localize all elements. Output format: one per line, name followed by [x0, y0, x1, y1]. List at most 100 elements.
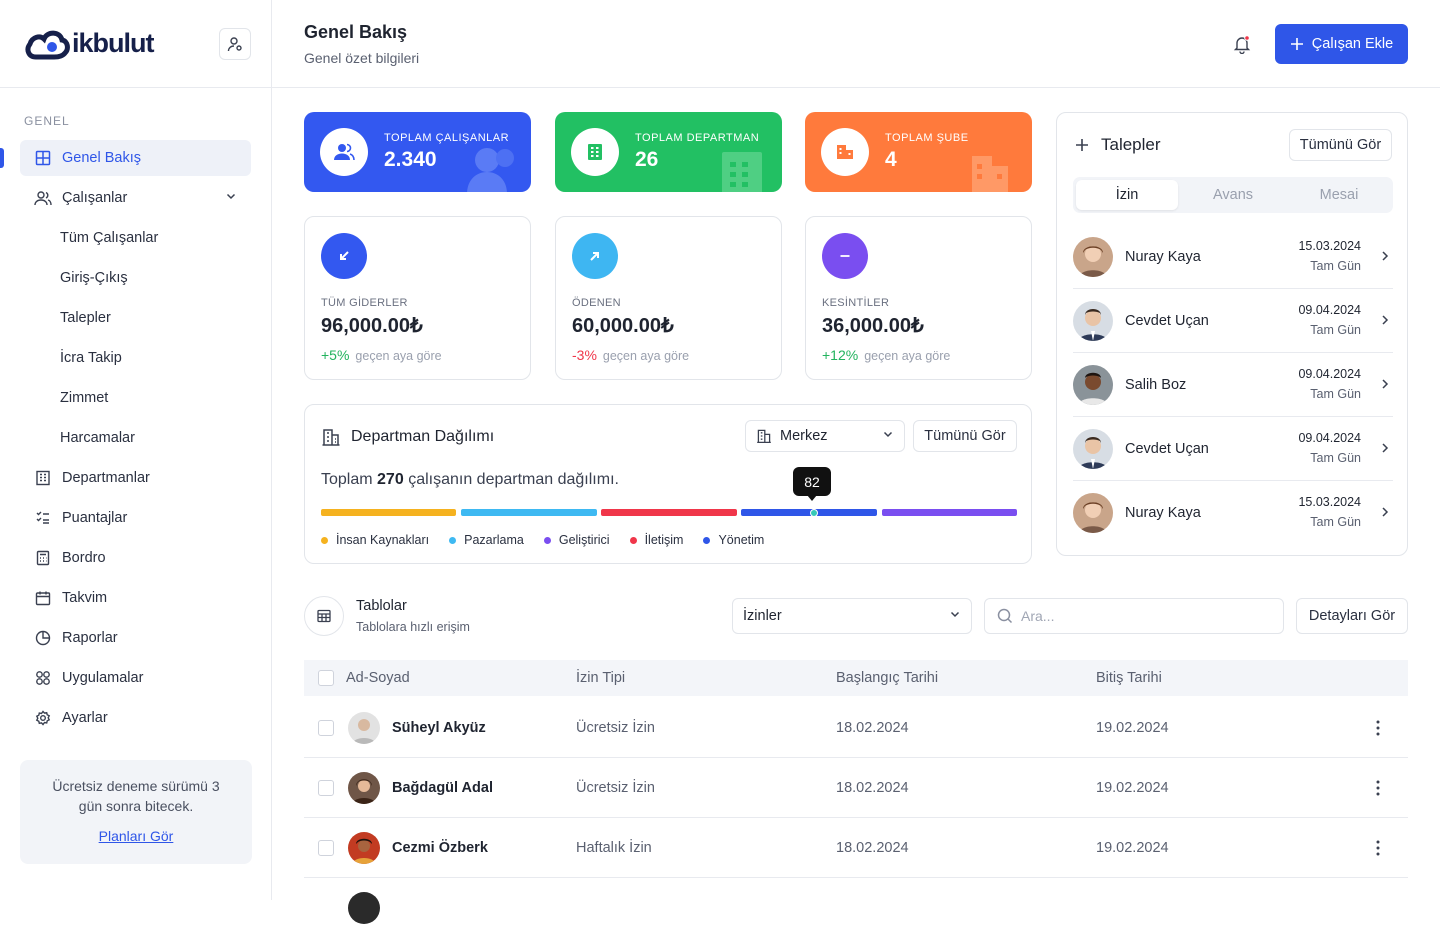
brand-logo[interactable]: ikbulut [24, 27, 154, 61]
row-checkbox[interactable] [318, 758, 334, 817]
chevron-down-icon [882, 428, 894, 444]
table-row[interactable] [304, 878, 1408, 938]
bar-hover-point [810, 509, 818, 517]
bar-segment[interactable] [882, 509, 1017, 516]
finance-note: geçen aya göre [355, 349, 442, 363]
request-item[interactable]: Cevdet Uçan 09.04.2024 Tam Gün [1073, 417, 1393, 481]
request-item[interactable]: Nuray Kaya 15.03.2024 Tam Gün [1073, 481, 1393, 545]
legend-dot [703, 536, 711, 544]
requests-view-all-button[interactable]: Tümünü Gör [1289, 129, 1392, 161]
sidebar-item-overview[interactable]: Genel Bakış [0, 140, 251, 176]
branch-select[interactable]: Merkez [745, 420, 905, 452]
row-menu-icon[interactable] [1376, 758, 1380, 817]
add-employee-button[interactable]: Çalışan Ekle [1275, 24, 1408, 64]
tab-advance[interactable]: Avans [1212, 187, 1254, 203]
column-header-leave-type[interactable]: İzin Tipi [576, 670, 626, 686]
chevron-right-icon [1379, 505, 1391, 524]
column-header-name[interactable]: Ad-Soyad [346, 670, 410, 686]
plus-icon[interactable] [1075, 138, 1089, 152]
row-menu-icon[interactable] [1376, 698, 1380, 757]
requests-panel: Talepler Tümünü Gör İzin Avans Mesai Nur… [1056, 112, 1408, 556]
legend-label: İnsan Kaynakları [336, 533, 430, 547]
department-view-all-button[interactable]: Tümünü Gör [913, 420, 1017, 452]
stat-label: TOPLAM DEPARTMAN [635, 132, 760, 144]
grid-icon [34, 149, 52, 167]
department-title-text: Departman Dağılımı [351, 428, 495, 445]
sidebar-item-apps[interactable]: Uygulamalar [20, 660, 251, 696]
sidebar-subitem-all-employees[interactable]: Tüm Çalışanlar [60, 230, 159, 246]
sidebar-item-reports[interactable]: Raporlar [20, 620, 251, 656]
branch-background-icon [972, 156, 1008, 192]
tab-leave[interactable]: İzin [1076, 180, 1178, 210]
distribution-bar [321, 509, 1017, 517]
bar-segment[interactable] [741, 509, 877, 516]
row-checkbox[interactable] [318, 698, 334, 757]
table-row[interactable]: Cezmi Özberk Haftalık İzin 18.02.2024 19… [304, 818, 1408, 878]
table-row[interactable]: Bağdagül Adal Ücretsiz İzin 18.02.2024 1… [304, 758, 1408, 818]
finance-card-paid[interactable]: ÖDENEN 60,000.00₺ -3% geçen aya göre [555, 216, 782, 380]
sidebar-subitem-requests[interactable]: Talepler [60, 310, 111, 326]
request-item[interactable]: Salih Boz 09.04.2024 Tam Gün [1073, 353, 1393, 417]
page-subtitle: Genel özet bilgileri [304, 50, 420, 66]
user-settings-icon [227, 36, 242, 51]
search-input[interactable] [1021, 608, 1261, 624]
request-date: 09.04.2024 [1298, 431, 1361, 445]
stat-card-branches[interactable]: TOPLAM ŞUBE 4 [805, 112, 1032, 192]
search-box [984, 598, 1284, 634]
sidebar-item-settings[interactable]: Ayarlar [20, 700, 251, 736]
table-row[interactable]: Süheyl Akyüz Ücretsiz İzin 18.02.2024 19… [304, 698, 1408, 758]
requests-title: Talepler [1075, 135, 1161, 155]
bar-segment[interactable] [461, 509, 597, 516]
sidebar-item-departments[interactable]: Departmanlar [20, 460, 251, 496]
stat-value: 26 [635, 148, 659, 171]
finance-change: +12% [822, 347, 859, 363]
bar-segment[interactable] [321, 509, 456, 516]
notification-button[interactable] [1232, 34, 1252, 59]
request-date: 15.03.2024 [1298, 239, 1361, 253]
legend-item: Pazarlama [449, 533, 524, 547]
table-type-select[interactable]: İzinler [732, 598, 972, 634]
plans-link[interactable]: Planları Gör [98, 828, 174, 844]
details-button[interactable]: Detayları Gör [1296, 598, 1408, 634]
plus-icon [1290, 38, 1303, 50]
row-checkbox[interactable] [318, 818, 334, 877]
sidebar-item-label: Çalışanlar [62, 190, 128, 206]
column-header-start-date[interactable]: Başlangıç Tarihi [836, 670, 939, 686]
sidebar-item-timesheets[interactable]: Puantajlar [20, 500, 251, 536]
apps-icon [34, 669, 52, 687]
stat-card-employees[interactable]: TOPLAM ÇALIŞANLAR 2.340 [304, 112, 531, 192]
finance-card-total-expenses[interactable]: TÜM GİDERLER 96,000.00₺ +5% geçen aya gör… [304, 216, 531, 380]
row-name-cell: Süheyl Akyüz [348, 698, 486, 757]
building-icon [757, 429, 771, 444]
sidebar-item-payroll[interactable]: Bordro [20, 540, 251, 576]
chevron-down-icon[interactable] [225, 190, 237, 206]
select-all-checkbox[interactable] [318, 660, 334, 696]
sidebar-item-calendar[interactable]: Takvim [20, 580, 251, 616]
stat-card-departments[interactable]: TOPLAM DEPARTMAN 26 [555, 112, 782, 192]
table-icon [317, 609, 331, 623]
row-menu-icon[interactable] [1376, 818, 1380, 877]
row-name-cell: Bağdagül Adal [348, 758, 493, 817]
sidebar-subitem-check-in-out[interactable]: Giriş-Çıkış [60, 270, 128, 286]
stat-label: TOPLAM ŞUBE [885, 132, 969, 144]
page-header: Genel Bakış Genel özet bilgileri Çalışan… [272, 0, 1440, 88]
tables-subtitle: Tablolara hızlı erişim [356, 620, 470, 634]
sidebar-item-label: Ayarlar [62, 710, 108, 726]
stat-value: 4 [885, 148, 897, 171]
finance-card-deductions[interactable]: KESİNTİLER 36,000.00₺ +12% geçen aya göre [805, 216, 1032, 380]
bar-segment[interactable] [601, 509, 737, 516]
row-start-date: 18.02.2024 [836, 719, 909, 736]
profile-button[interactable] [219, 27, 251, 60]
tab-overtime[interactable]: Mesai [1319, 187, 1359, 203]
sidebar-subitem-enforcement[interactable]: İcra Takip [60, 350, 122, 366]
finance-icon-circle [572, 233, 618, 279]
sidebar-subitem-expenses[interactable]: Harcamalar [60, 430, 135, 446]
users-icon [34, 189, 52, 207]
sidebar-subitem-assets[interactable]: Zimmet [60, 390, 109, 406]
column-header-end-date[interactable]: Bitiş Tarihi [1096, 670, 1162, 686]
legend-dot [629, 536, 637, 544]
request-item[interactable]: Cevdet Uçan 09.04.2024 Tam Gün [1073, 289, 1393, 353]
request-item[interactable]: Nuray Kaya 15.03.2024 Tam Gün [1073, 225, 1393, 289]
chevron-right-icon [1379, 377, 1391, 396]
sidebar-item-employees[interactable]: Çalışanlar [20, 180, 251, 216]
